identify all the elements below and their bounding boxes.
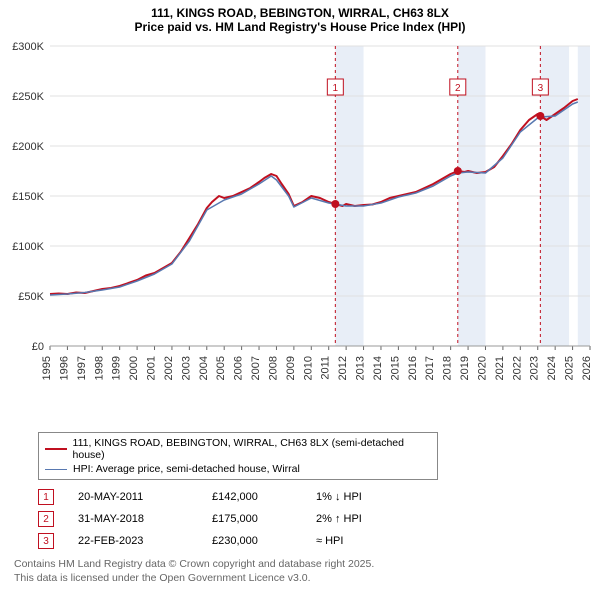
chart-area: £0 £50K £100K £150K £200K £250K £300K 1995 1996 1… bbox=[0, 36, 600, 426]
sale-date: 20-MAY-2011 bbox=[78, 491, 188, 503]
svg-text:2018: 2018 bbox=[442, 356, 454, 380]
title-line-1: 111, KINGS ROAD, BEBINGTON, WIRRAL, CH63… bbox=[0, 6, 600, 20]
sale-price: £142,000 bbox=[212, 491, 292, 503]
svg-text:1998: 1998 bbox=[93, 356, 105, 380]
svg-text:2001: 2001 bbox=[146, 356, 158, 380]
footer-line-1: Contains HM Land Registry data © Crown c… bbox=[14, 558, 590, 572]
table-row: 1 20-MAY-2011 £142,000 1% ↓ HPI bbox=[38, 486, 590, 508]
footer-line-2: This data is licensed under the Open Gov… bbox=[14, 572, 590, 586]
svg-text:2005: 2005 bbox=[215, 356, 227, 380]
svg-text:£50K: £50K bbox=[18, 291, 44, 303]
svg-text:1995: 1995 bbox=[41, 356, 53, 380]
sale-price: £230,000 bbox=[212, 535, 292, 547]
chart-titles: 111, KINGS ROAD, BEBINGTON, WIRRAL, CH63… bbox=[0, 0, 600, 36]
svg-text:2: 2 bbox=[455, 83, 461, 94]
svg-text:2019: 2019 bbox=[459, 356, 471, 380]
svg-text:2024: 2024 bbox=[546, 356, 558, 380]
legend-item: 111, KINGS ROAD, BEBINGTON, WIRRAL, CH63… bbox=[45, 436, 431, 462]
sale-num-badge: 1 bbox=[38, 489, 54, 505]
svg-text:£0: £0 bbox=[32, 341, 44, 353]
svg-text:2007: 2007 bbox=[250, 356, 262, 380]
svg-text:1997: 1997 bbox=[76, 356, 88, 380]
sale-diff: 1% ↓ HPI bbox=[316, 491, 416, 503]
svg-text:2022: 2022 bbox=[511, 356, 523, 380]
svg-text:2000: 2000 bbox=[128, 356, 140, 380]
svg-text:2025: 2025 bbox=[564, 356, 576, 380]
svg-text:2017: 2017 bbox=[424, 356, 436, 380]
svg-text:1999: 1999 bbox=[111, 356, 123, 380]
legend-label: HPI: Average price, semi-detached house,… bbox=[73, 463, 300, 475]
svg-text:2015: 2015 bbox=[389, 356, 401, 380]
legend-swatch bbox=[45, 448, 67, 450]
sale-date: 22-FEB-2023 bbox=[78, 535, 188, 547]
svg-text:2004: 2004 bbox=[198, 356, 210, 380]
table-row: 2 31-MAY-2018 £175,000 2% ↑ HPI bbox=[38, 508, 590, 530]
sales-table: 1 20-MAY-2011 £142,000 1% ↓ HPI 2 31-MAY… bbox=[38, 486, 590, 552]
sale-num-badge: 2 bbox=[38, 511, 54, 527]
svg-text:2006: 2006 bbox=[233, 356, 245, 380]
svg-text:2020: 2020 bbox=[476, 356, 488, 380]
svg-text:£300K: £300K bbox=[12, 41, 44, 53]
sale-price: £175,000 bbox=[212, 513, 292, 525]
svg-text:2009: 2009 bbox=[285, 356, 297, 380]
svg-text:2002: 2002 bbox=[163, 356, 175, 380]
price-chart-svg: £0 £50K £100K £150K £200K £250K £300K 1995 1996 1… bbox=[0, 36, 600, 426]
svg-text:£250K: £250K bbox=[12, 91, 44, 103]
sale-diff: ≈ HPI bbox=[316, 535, 416, 547]
title-line-2: Price paid vs. HM Land Registry's House … bbox=[0, 20, 600, 34]
sale-diff: 2% ↑ HPI bbox=[316, 513, 416, 525]
svg-text:2016: 2016 bbox=[407, 356, 419, 380]
svg-text:2012: 2012 bbox=[337, 356, 349, 380]
svg-text:1: 1 bbox=[333, 83, 339, 94]
legend-label: 111, KINGS ROAD, BEBINGTON, WIRRAL, CH63… bbox=[73, 437, 431, 461]
footer-attribution: Contains HM Land Registry data © Crown c… bbox=[14, 558, 590, 585]
svg-text:2003: 2003 bbox=[180, 356, 192, 380]
svg-text:2014: 2014 bbox=[372, 356, 384, 380]
svg-text:2010: 2010 bbox=[302, 356, 314, 380]
svg-text:2023: 2023 bbox=[529, 356, 541, 380]
sale-num-badge: 3 bbox=[38, 533, 54, 549]
svg-text:1996: 1996 bbox=[58, 356, 70, 380]
svg-text:£150K: £150K bbox=[12, 191, 44, 203]
svg-text:2013: 2013 bbox=[355, 356, 367, 380]
legend-item: HPI: Average price, semi-detached house,… bbox=[45, 462, 431, 476]
sale-date: 31-MAY-2018 bbox=[78, 513, 188, 525]
svg-text:3: 3 bbox=[538, 83, 544, 94]
svg-text:2026: 2026 bbox=[581, 356, 593, 380]
svg-text:2021: 2021 bbox=[494, 356, 506, 380]
svg-text:2008: 2008 bbox=[267, 356, 279, 380]
table-row: 3 22-FEB-2023 £230,000 ≈ HPI bbox=[38, 530, 590, 552]
svg-text:2011: 2011 bbox=[320, 356, 332, 380]
chart-container: { "titles": { "line1": "111, KINGS ROAD,… bbox=[0, 0, 600, 585]
legend: 111, KINGS ROAD, BEBINGTON, WIRRAL, CH63… bbox=[38, 432, 438, 480]
legend-swatch bbox=[45, 469, 67, 470]
svg-text:£200K: £200K bbox=[12, 141, 44, 153]
svg-text:£100K: £100K bbox=[12, 241, 44, 253]
